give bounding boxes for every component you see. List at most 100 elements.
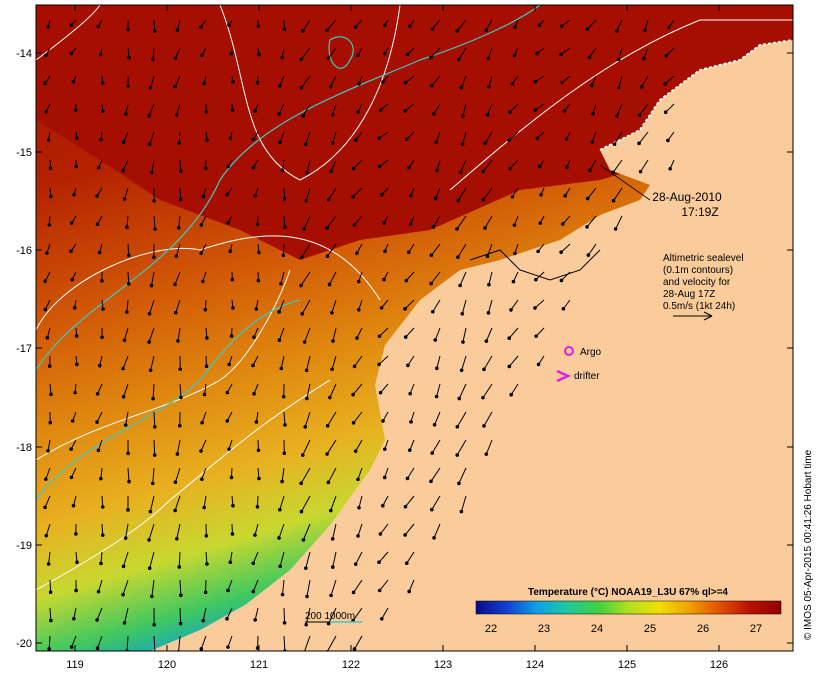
velocity-arrow-head bbox=[562, 307, 565, 310]
velocity-arrow-head bbox=[512, 280, 515, 283]
velocity-arrow-head bbox=[179, 368, 182, 371]
velocity-arrow-head bbox=[70, 52, 73, 55]
velocity-arrow-head bbox=[283, 621, 286, 624]
velocity-arrow-head bbox=[326, 453, 329, 456]
velocity-arrow-head bbox=[357, 54, 360, 57]
velocity-arrow-head bbox=[96, 195, 99, 198]
velocity-arrow-head bbox=[462, 341, 465, 344]
velocity-arrow-head bbox=[174, 283, 177, 286]
velocity-arrow-head bbox=[379, 533, 382, 536]
velocity-arrow-head bbox=[460, 510, 463, 513]
velocity-arrow-head bbox=[281, 480, 284, 483]
altimetry-line3: and velocity for bbox=[663, 277, 731, 288]
velocity-arrow-head bbox=[180, 170, 183, 173]
velocity-arrow-head bbox=[175, 537, 178, 540]
velocity-arrow-head bbox=[378, 165, 381, 168]
velocity-arrow-head bbox=[382, 504, 385, 507]
velocity-arrow-head bbox=[284, 424, 287, 427]
velocity-arrow-head bbox=[378, 589, 381, 592]
velocity-arrow-head bbox=[383, 24, 386, 27]
velocity-arrow-head bbox=[151, 171, 154, 174]
velocity-arrow-head bbox=[202, 280, 205, 283]
velocity-arrow-head bbox=[303, 341, 306, 344]
velocity-arrow-head bbox=[122, 593, 125, 596]
velocity-arrow-head bbox=[152, 397, 155, 400]
velocity-arrow-head bbox=[536, 52, 539, 55]
velocity-arrow-head bbox=[514, 252, 517, 255]
velocity-arrow-head bbox=[153, 623, 156, 626]
velocity-arrow-head bbox=[407, 364, 410, 367]
velocity-arrow-head bbox=[330, 170, 333, 173]
velocity-arrow-head bbox=[76, 561, 79, 564]
velocity-arrow-head bbox=[487, 312, 490, 315]
velocity-arrow-head bbox=[408, 590, 411, 593]
velocity-arrow-head bbox=[71, 420, 74, 423]
velocity-arrow-head bbox=[457, 256, 460, 259]
velocity-arrow-head bbox=[591, 141, 594, 144]
velocity-arrow-head bbox=[405, 562, 408, 565]
map-plot-area bbox=[36, 5, 793, 654]
velocity-arrow-head bbox=[227, 589, 230, 592]
velocity-arrow-head bbox=[154, 426, 157, 429]
colorbar-tick-label: 26 bbox=[697, 623, 709, 635]
velocity-arrow-head bbox=[101, 279, 104, 282]
velocity-arrow-head bbox=[126, 311, 129, 314]
velocity-arrow-head bbox=[352, 167, 355, 170]
velocity-arrow-head bbox=[301, 312, 304, 315]
velocity-arrow-head bbox=[204, 308, 207, 311]
velocity-arrow-head bbox=[485, 29, 488, 32]
velocity-arrow-head bbox=[640, 86, 643, 89]
velocity-arrow-head bbox=[664, 111, 667, 114]
velocity-arrow-head bbox=[281, 56, 284, 59]
velocity-arrow-head bbox=[254, 195, 257, 198]
velocity-arrow-head bbox=[256, 505, 259, 508]
velocity-arrow-head bbox=[379, 109, 382, 112]
velocity-arrow-head bbox=[560, 279, 563, 282]
lat-tick-label: -15 bbox=[16, 147, 32, 159]
velocity-arrow-head bbox=[231, 109, 234, 112]
velocity-arrow-head bbox=[45, 110, 48, 113]
velocity-arrow-head bbox=[514, 26, 517, 29]
velocity-arrow-head bbox=[564, 194, 567, 197]
velocity-arrow-head bbox=[433, 113, 436, 116]
velocity-arrow-head bbox=[44, 280, 47, 283]
velocity-arrow-head bbox=[228, 24, 231, 27]
velocity-arrow-head bbox=[124, 113, 127, 116]
velocity-arrow-head bbox=[408, 166, 411, 169]
velocity-arrow bbox=[154, 440, 155, 455]
velocity-arrow-head bbox=[354, 450, 357, 453]
velocity-arrow-head bbox=[383, 448, 386, 451]
colorbar-tick-label: 23 bbox=[538, 623, 550, 635]
velocity-arrow-head bbox=[231, 533, 234, 536]
velocity-arrow-head bbox=[352, 422, 355, 425]
lat-tick-label: -20 bbox=[16, 638, 32, 650]
velocity-arrow-head bbox=[329, 85, 332, 88]
velocity-arrow-head bbox=[431, 452, 434, 455]
velocity-arrow-head bbox=[283, 452, 286, 455]
velocity-arrow-head bbox=[538, 24, 541, 27]
velocity-arrow-head bbox=[614, 228, 617, 231]
velocity-arrow-head bbox=[278, 339, 281, 342]
velocity-arrow-head bbox=[99, 53, 102, 56]
velocity-arrow-head bbox=[330, 594, 333, 597]
velocity-arrow-head bbox=[560, 25, 563, 28]
velocity-arrow-head bbox=[435, 141, 438, 144]
velocity-arrow-head bbox=[154, 652, 157, 655]
velocity-arrow-head bbox=[96, 393, 99, 396]
velocity-arrow-head bbox=[229, 561, 232, 564]
velocity-arrow-head bbox=[76, 363, 79, 366]
velocity-arrow-head bbox=[252, 590, 255, 593]
altimetry-line2: (0.1m contours) bbox=[663, 265, 733, 276]
lon-tick-label: 123 bbox=[434, 659, 452, 671]
velocity-arrow-head bbox=[153, 256, 156, 259]
velocity-arrow-head bbox=[45, 534, 48, 537]
velocity-arrow-head bbox=[434, 339, 437, 342]
velocity-arrow-head bbox=[644, 29, 647, 32]
velocity-arrow-head bbox=[278, 537, 281, 540]
velocity-arrow-head bbox=[566, 166, 569, 169]
velocity-arrow-head bbox=[70, 250, 73, 253]
velocity-arrow-head bbox=[487, 57, 490, 60]
velocity-arrow-head bbox=[252, 166, 255, 169]
velocity-arrow-head bbox=[357, 111, 360, 114]
